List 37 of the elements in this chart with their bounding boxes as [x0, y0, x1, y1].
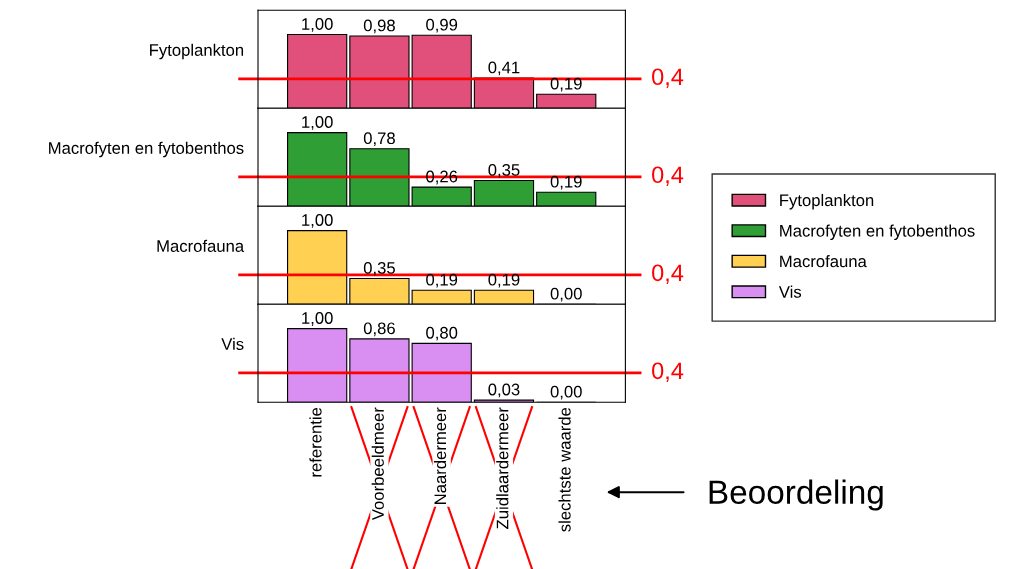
ref-line-label: 0,4 [652, 68, 684, 88]
data-label: 0,00 [550, 287, 582, 302]
x-tick-label: referentie [309, 407, 322, 477]
data-label: 0,80 [426, 326, 458, 341]
y-axis-title: Macrofyten en fytobenthos [49, 141, 244, 158]
x-tick-label: Zuidlaardermeer [496, 407, 509, 529]
data-label: 0,41 [488, 61, 520, 76]
data-label: 1,00 [302, 214, 333, 228]
data-label: 0,99 [426, 18, 458, 33]
text: Beoordeling [709, 479, 883, 511]
data-label: 0,03 [488, 383, 520, 398]
data-label: 0,19 [488, 273, 520, 288]
data-label: 0,35 [488, 163, 520, 178]
legend-label: Macrofyten en fytobenthos [780, 224, 975, 241]
data-label: 0,98 [363, 19, 395, 34]
data-label: 0,78 [363, 132, 395, 147]
data-label: 1,00 [302, 116, 333, 130]
data-label: 0,35 [363, 262, 395, 276]
y-axis-title: Macrofauna [157, 239, 245, 252]
data-label: 0,19 [426, 273, 458, 288]
x-tick-label: Naardermeer [433, 407, 447, 504]
legend-label: Macrofauna [780, 255, 867, 268]
x-tick-label: slechtste waarde [558, 407, 571, 532]
data-label: 0,86 [363, 322, 395, 337]
x-tick-label: Voorbeeldmeer [371, 407, 384, 521]
data-label: 0,19 [550, 175, 582, 190]
y-axis-title: Vis [221, 337, 244, 350]
data-label: 1,00 [302, 18, 333, 32]
data-label: 1,00 [302, 312, 333, 326]
data-label: 0,00 [550, 385, 582, 400]
ref-line-label: 0,4 [652, 362, 684, 382]
legend-label: Fytoplankton [780, 193, 874, 210]
y-axis-title: Fytoplankton [150, 43, 244, 60]
legend-label: Vis [778, 285, 802, 298]
ref-line-label: 0,4 [652, 166, 684, 186]
data-label: 0,19 [550, 77, 582, 92]
ref-line-label: 0,4 [652, 264, 684, 284]
